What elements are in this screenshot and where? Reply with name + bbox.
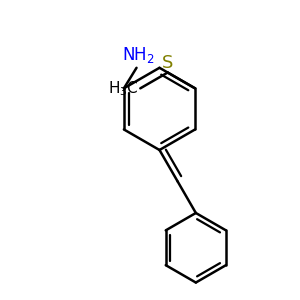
- Text: S: S: [162, 54, 173, 72]
- Text: H$_3$C: H$_3$C: [108, 79, 139, 98]
- Text: NH$_2$: NH$_2$: [122, 45, 154, 65]
